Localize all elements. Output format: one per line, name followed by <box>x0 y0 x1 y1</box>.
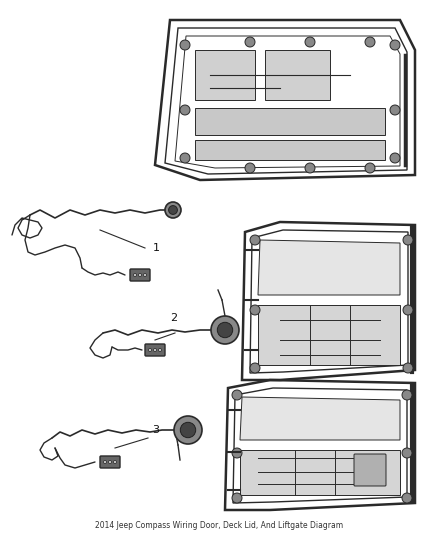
Circle shape <box>403 363 413 373</box>
Circle shape <box>174 416 202 444</box>
Circle shape <box>169 206 177 214</box>
FancyBboxPatch shape <box>100 456 120 468</box>
Circle shape <box>403 235 413 245</box>
Circle shape <box>153 349 156 351</box>
FancyBboxPatch shape <box>145 344 165 356</box>
Circle shape <box>402 448 412 458</box>
Circle shape <box>245 37 255 47</box>
Circle shape <box>180 40 190 50</box>
Circle shape <box>402 493 412 503</box>
Circle shape <box>211 316 239 344</box>
Polygon shape <box>195 108 385 135</box>
Circle shape <box>180 153 190 163</box>
FancyBboxPatch shape <box>354 454 386 486</box>
Circle shape <box>144 273 146 277</box>
Circle shape <box>217 322 233 338</box>
Circle shape <box>148 349 152 351</box>
Circle shape <box>138 273 141 277</box>
Polygon shape <box>258 305 400 365</box>
Polygon shape <box>240 397 400 440</box>
Circle shape <box>180 105 190 115</box>
Polygon shape <box>195 140 385 160</box>
Circle shape <box>232 448 242 458</box>
Circle shape <box>305 163 315 173</box>
Circle shape <box>402 390 412 400</box>
Text: 2: 2 <box>170 313 177 323</box>
Circle shape <box>165 202 181 218</box>
Circle shape <box>403 305 413 315</box>
Circle shape <box>113 461 117 464</box>
FancyBboxPatch shape <box>130 269 150 281</box>
Circle shape <box>232 390 242 400</box>
Circle shape <box>305 37 315 47</box>
Circle shape <box>365 163 375 173</box>
Circle shape <box>365 37 375 47</box>
Circle shape <box>250 305 260 315</box>
Polygon shape <box>258 240 400 295</box>
Polygon shape <box>265 50 330 100</box>
Circle shape <box>390 40 400 50</box>
Circle shape <box>250 235 260 245</box>
Circle shape <box>109 461 112 464</box>
Circle shape <box>390 105 400 115</box>
Circle shape <box>245 163 255 173</box>
Circle shape <box>159 349 162 351</box>
Circle shape <box>180 422 196 438</box>
Text: 1: 1 <box>153 243 160 253</box>
Circle shape <box>103 461 106 464</box>
Polygon shape <box>195 50 255 100</box>
Text: 3: 3 <box>152 425 159 435</box>
Circle shape <box>134 273 137 277</box>
Circle shape <box>250 363 260 373</box>
Circle shape <box>232 493 242 503</box>
Circle shape <box>390 153 400 163</box>
Polygon shape <box>240 450 400 495</box>
Text: 2014 Jeep Compass Wiring Door, Deck Lid, And Liftgate Diagram: 2014 Jeep Compass Wiring Door, Deck Lid,… <box>95 521 343 530</box>
